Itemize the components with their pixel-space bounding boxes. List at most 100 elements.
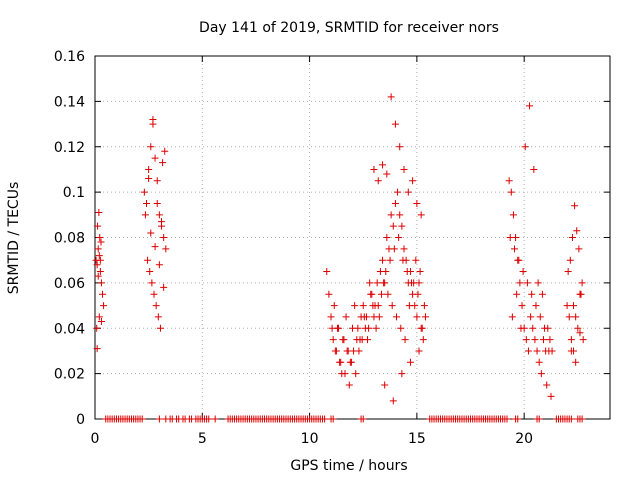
data-point-plus	[401, 336, 409, 344]
data-point-plus	[539, 336, 547, 344]
data-point-plus	[375, 313, 383, 321]
data-point-plus	[97, 317, 105, 325]
data-point-plus	[205, 415, 213, 423]
data-point-plus	[96, 256, 104, 264]
data-point-plus	[384, 290, 392, 298]
data-point-plus	[138, 415, 146, 423]
grid-lines	[95, 56, 610, 419]
data-point-plus	[329, 336, 337, 344]
data-point-plus	[97, 279, 105, 287]
data-point-plus	[360, 313, 368, 321]
data-point-plus	[526, 102, 534, 110]
data-point-plus	[327, 313, 335, 321]
y-tick-label: 0.02	[54, 367, 85, 383]
data-point-plus	[418, 324, 426, 332]
data-point-plus	[409, 177, 417, 185]
data-point-plus	[160, 234, 168, 241]
chart-title: Day 141 of 2019, SRMTID for receiver nor…	[199, 20, 499, 36]
data-point-plus	[374, 177, 382, 185]
data-point-plus	[531, 336, 539, 344]
data-point-plus	[370, 165, 378, 173]
data-point-plus	[395, 234, 403, 241]
data-point-plus	[396, 143, 404, 151]
data-point-plus	[335, 324, 343, 332]
data-point-plus	[567, 415, 575, 423]
data-point-plus	[413, 199, 421, 207]
data-point-plus	[577, 290, 585, 298]
data-point-plus	[379, 161, 387, 169]
data-point-plus	[527, 313, 535, 321]
data-point-plus	[372, 324, 380, 332]
data-point-plus	[99, 290, 107, 298]
data-point-plus	[399, 256, 407, 264]
data-point-plus	[154, 313, 162, 321]
data-point-plus	[159, 159, 167, 167]
data-point-plus	[350, 347, 358, 355]
data-point-plus	[151, 243, 159, 251]
data-point-plus	[522, 336, 530, 344]
data-point-plus	[345, 381, 353, 389]
data-point-plus	[144, 256, 152, 264]
data-point-plus	[140, 188, 148, 196]
data-point-plus	[155, 261, 163, 269]
data-point-plus	[100, 302, 108, 310]
data-point-plus	[416, 268, 424, 276]
data-point-plus	[321, 415, 329, 423]
data-point-plus	[93, 345, 101, 353]
data-point-plus	[420, 302, 428, 310]
data-point-plus	[517, 324, 525, 332]
data-point-plus	[155, 211, 163, 219]
data-point-plus	[524, 347, 532, 355]
data-point-plus	[521, 143, 529, 151]
data-point-plus	[570, 302, 578, 310]
data-point-plus	[146, 268, 154, 276]
data-point-plus	[398, 370, 406, 378]
data-point-plus	[408, 279, 416, 287]
data-point-plus	[398, 222, 406, 230]
data-point-plus	[509, 211, 517, 219]
data-point-plus	[351, 302, 359, 310]
x-axis-label: GPS time / hours	[290, 458, 407, 474]
data-point-plus	[391, 120, 399, 128]
data-point-plus	[578, 279, 586, 287]
data-point-plus	[330, 302, 338, 310]
data-point-plus	[403, 268, 411, 276]
data-point-plus	[415, 347, 423, 355]
data-point-plus	[507, 188, 515, 196]
data-point-plus	[380, 279, 388, 287]
data-point-plus	[388, 302, 396, 310]
data-point-plus	[400, 165, 408, 173]
data-point-plus	[421, 313, 429, 321]
data-point-plus	[567, 347, 575, 355]
data-point-plus	[347, 358, 355, 366]
data-point-plus	[354, 324, 362, 332]
data-point-plus	[150, 290, 158, 298]
data-point-plus	[397, 324, 405, 332]
data-point-plus	[143, 199, 150, 207]
data-point-plus	[533, 347, 541, 355]
data-point-plus	[529, 324, 537, 332]
data-point-plus	[391, 199, 399, 207]
data-point-plus	[523, 279, 531, 287]
data-point-plus	[413, 313, 421, 321]
data-point-plus	[94, 222, 102, 230]
data-point-plus	[94, 245, 102, 253]
data-point-plus	[145, 165, 153, 173]
data-point-plus	[567, 336, 575, 344]
y-tick-label: 0.04	[54, 321, 85, 337]
data-point-plus	[382, 268, 390, 276]
data-point-plus	[148, 279, 156, 287]
data-point-plus	[572, 358, 580, 366]
data-point-plus	[535, 415, 543, 423]
data-point-plus	[530, 165, 538, 173]
data-point-plus	[379, 256, 387, 264]
data-point-plus	[568, 234, 576, 241]
data-point-plus	[412, 256, 420, 264]
data-point-plus	[95, 313, 103, 321]
data-point-plus	[400, 245, 408, 253]
data-point-plus	[365, 324, 373, 332]
data-point-plus	[343, 347, 351, 355]
data-point-plus	[328, 324, 336, 332]
